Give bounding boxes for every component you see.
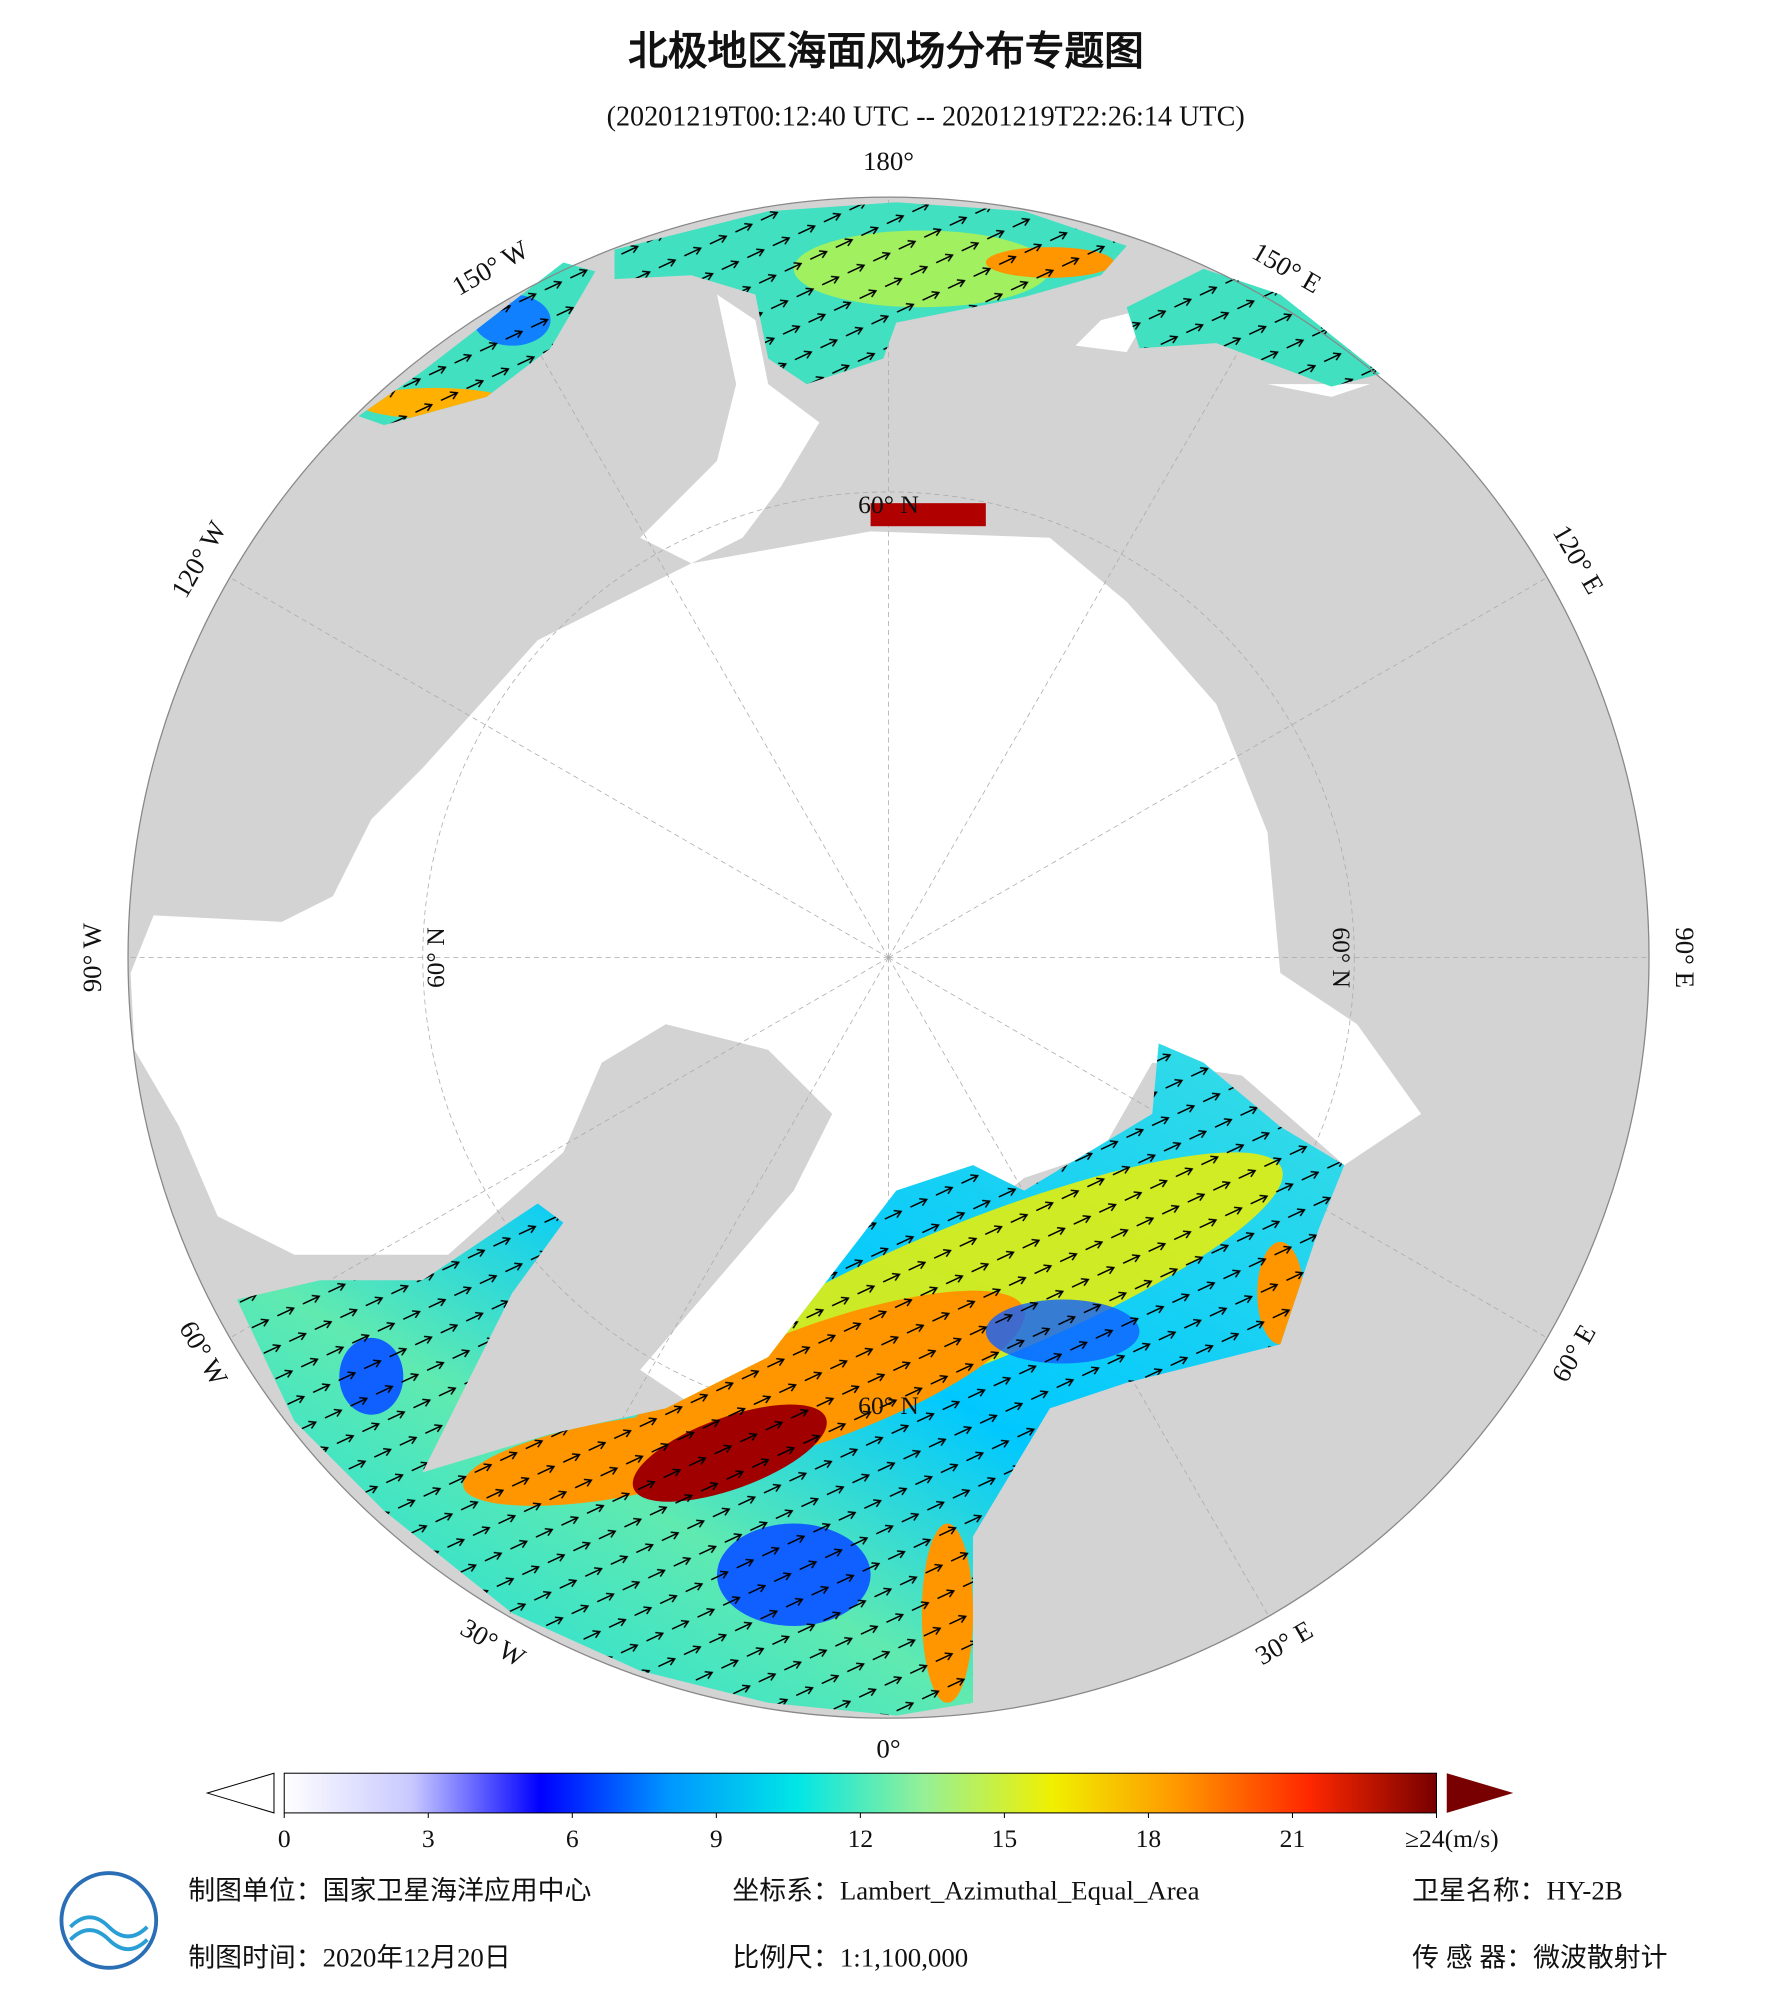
meridian — [888, 298, 1270, 958]
map-border — [127, 196, 1650, 1719]
footer-satellite: 卫星名称：HY-2B — [1412, 1876, 1623, 1906]
colorbar-tick-label: 6 — [566, 1824, 579, 1853]
parallel — [422, 491, 1355, 1424]
footer-projection: 坐标系：Lambert_Azimuthal_Equal_Area — [732, 1876, 1199, 1906]
colorbar-under — [205, 1772, 275, 1814]
colorbar-tick-label: 15 — [992, 1824, 1018, 1853]
sea-ice — [130, 531, 1422, 1422]
footer-date: 制图时间：2020年12月20日 — [188, 1942, 511, 1972]
lon-label: 180° — [863, 146, 914, 176]
title: 北极地区海面风场分布专题图 — [628, 28, 1144, 74]
footer: 制图单位：国家卫星海洋应用中心 坐标系：Lambert_Azimuthal_Eq… — [59, 1871, 1667, 1972]
meridian — [888, 577, 1548, 958]
lon-label: 90° W — [77, 922, 107, 992]
colorbar-tick-label: 0 — [278, 1824, 291, 1853]
lon-label: 90° E — [1670, 927, 1700, 988]
colorbar-tick-label: 3 — [422, 1824, 435, 1853]
open-water — [1075, 307, 1370, 397]
colorbar-tick-label: ≥24(m/s) — [1405, 1824, 1499, 1853]
meridian — [229, 577, 889, 958]
meridian — [229, 957, 889, 1339]
lon-label: 60° E — [1545, 1319, 1601, 1387]
lat-label: 60° N — [858, 490, 919, 519]
subtitle: (20201219T00:12:40 UTC -- 20201219T22:26… — [607, 102, 1245, 133]
logo-waves — [69, 1915, 149, 1952]
colorbar-tick-label: 21 — [1280, 1824, 1306, 1853]
lon-label: 120° E — [1547, 520, 1610, 599]
lat-label: 60° N — [1327, 927, 1356, 988]
footer-unit: 制图单位：国家卫星海洋应用中心 — [188, 1876, 591, 1906]
meridian — [507, 298, 889, 958]
lat-label: 60° N — [858, 1391, 919, 1420]
meridian — [507, 957, 889, 1617]
lon-label: 30° E — [1250, 1614, 1318, 1670]
logo — [59, 1871, 159, 1970]
open-water — [640, 294, 820, 564]
footer-scale: 比例尺：1:1,100,000 — [732, 1942, 968, 1972]
footer-sensor: 传 感 器：微波散射计 — [1412, 1942, 1667, 1972]
colorbar-tick-label: 9 — [710, 1824, 723, 1853]
colorbar-ramp — [283, 1772, 1438, 1814]
lon-label: 0° — [876, 1734, 900, 1764]
wind-strip — [870, 503, 986, 527]
colorbar-over — [1446, 1773, 1514, 1813]
colorbar-tick-label: 12 — [848, 1824, 874, 1853]
colorbar-tick-label: 18 — [1136, 1824, 1162, 1853]
colorbar: 0 3 6 9 12 15 18 21 ≥24(m/s) — [205, 1772, 1514, 1853]
map-layer: 北极地区海面风场分布专题图 (20201219T00:12:40 UTC -- … — [59, 28, 1700, 1972]
lat-label: 60° N — [421, 927, 450, 988]
